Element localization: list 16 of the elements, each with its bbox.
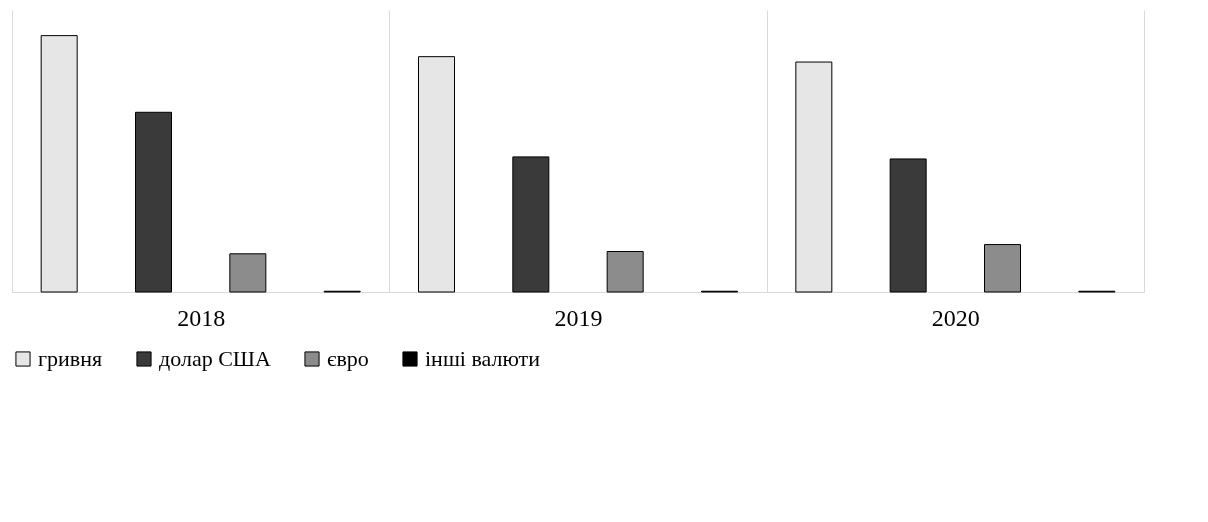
bar [229,253,267,293]
legend-label: інші валюти [425,346,541,371]
x-tick-label: 2018 [177,304,226,331]
legend-label: долар США [159,346,272,371]
bar [135,111,172,293]
bar [40,35,78,293]
bar [606,250,644,293]
bar [984,244,1021,293]
bar [418,56,455,293]
bar [889,158,927,293]
x-tick-label: 2020 [931,304,980,331]
legend-label: євро [327,346,369,371]
x-tick-label: 2019 [554,304,603,331]
legend-label: гривня [38,346,103,371]
bar [512,156,550,293]
bar [795,61,833,293]
